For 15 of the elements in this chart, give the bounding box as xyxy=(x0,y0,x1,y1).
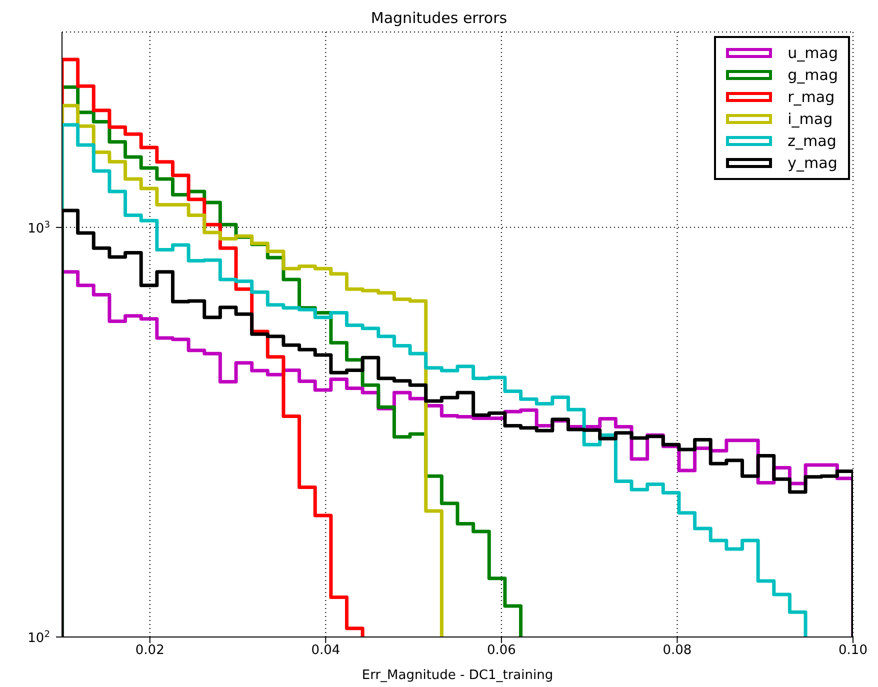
chart-title: Magnitudes errors xyxy=(370,8,508,28)
x-tick-label: 0.08 xyxy=(662,643,692,658)
x-tick-label: 0.06 xyxy=(486,643,516,658)
legend-label: u_mag xyxy=(788,44,838,62)
y-tick-label: 10$^{2}$ xyxy=(28,630,50,646)
legend-label: g_mag xyxy=(788,66,838,84)
legend-label: y_mag xyxy=(788,154,838,172)
legend-label: r_mag xyxy=(788,88,835,106)
x-tick-label: 0.04 xyxy=(311,643,340,658)
legend-label: z_mag xyxy=(788,132,836,150)
x-tick-label: 0.10 xyxy=(838,643,868,658)
x-axis-title: Err_Magnitude - DC1_training xyxy=(362,668,554,683)
legend-label: i_mag xyxy=(788,110,833,128)
x-tick-label: 0.02 xyxy=(135,643,164,658)
y-tick-label: 10$^{3}$ xyxy=(28,220,50,236)
